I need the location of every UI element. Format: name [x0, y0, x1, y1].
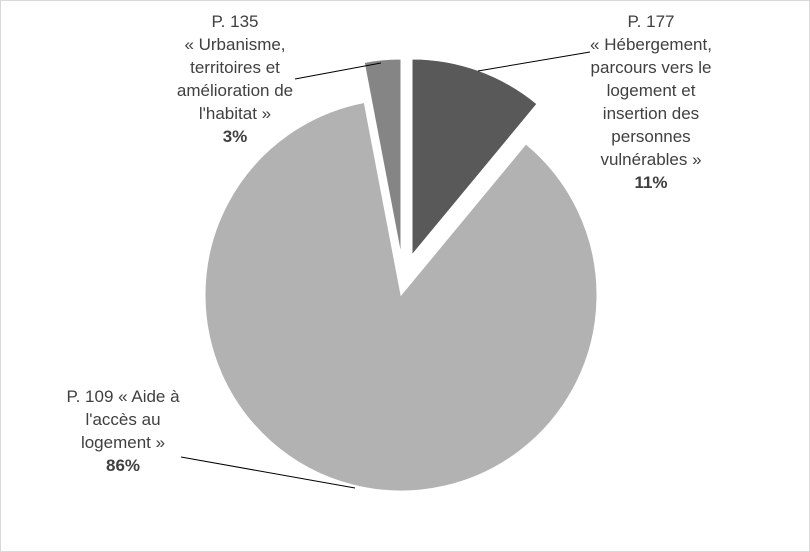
- leader-line: [294, 62, 382, 80]
- percent-label: 86%: [106, 456, 140, 475]
- pie-slice-p-135: [363, 58, 402, 256]
- slice-label: P. 177 « Hébergement, parcours vers le loge…: [590, 12, 712, 169]
- leader-line: [180, 456, 356, 489]
- leader-line: [477, 51, 591, 72]
- slice-label: P. 109 « Aide à l'accès au logement »: [66, 387, 180, 452]
- slice-label: P. 135 « Urbanisme, territoires et améliora…: [177, 12, 293, 123]
- pie-slice-p-109: [204, 101, 598, 492]
- percent-label: 3%: [223, 127, 248, 146]
- percent-label: 11%: [634, 173, 667, 192]
